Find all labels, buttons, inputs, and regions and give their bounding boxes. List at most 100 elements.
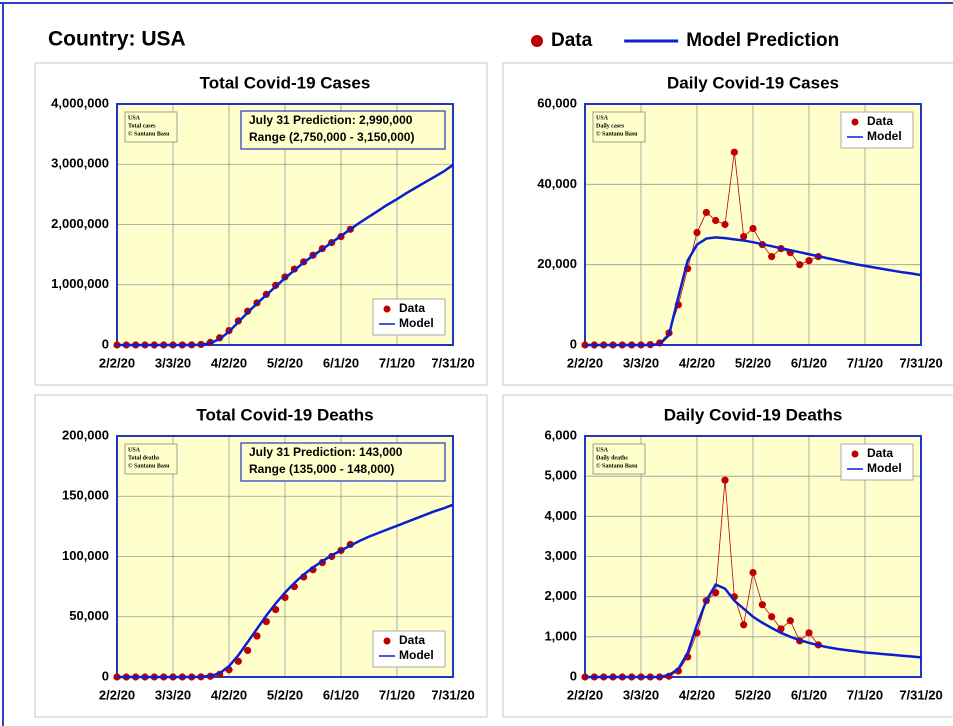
x-tick-label: 3/3/20 bbox=[623, 687, 659, 702]
x-tick-label: 7/31/20 bbox=[899, 355, 942, 370]
chart-title: Daily Covid-19 Deaths bbox=[664, 405, 843, 424]
model-line bbox=[585, 583, 922, 679]
y-tick-label: 100,000 bbox=[62, 548, 109, 563]
x-tick-label: 5/2/20 bbox=[735, 687, 771, 702]
y-tick-label: 200,000 bbox=[62, 427, 109, 442]
x-tick-label: 3/3/20 bbox=[155, 355, 191, 370]
data-point bbox=[805, 629, 813, 637]
y-tick-label: 0 bbox=[570, 336, 577, 351]
model-line bbox=[117, 503, 454, 679]
y-tick-label: 1,000 bbox=[544, 628, 577, 643]
data-point bbox=[244, 646, 252, 655]
note-text: © Santanu Basu bbox=[128, 130, 170, 137]
legend-box bbox=[372, 298, 446, 336]
data-point bbox=[740, 621, 748, 629]
legend-box bbox=[840, 443, 914, 481]
x-tick-label: 2/2/20 bbox=[99, 355, 135, 370]
x-tick-label: 7/31/20 bbox=[431, 687, 474, 702]
data-point bbox=[693, 228, 701, 237]
legend-box bbox=[372, 630, 446, 668]
note-text: USA bbox=[596, 115, 609, 121]
page-title: Country: USA bbox=[48, 28, 186, 51]
plot-border bbox=[584, 103, 922, 346]
note-text: Total cases bbox=[128, 123, 156, 129]
x-tick-label: 6/1/20 bbox=[323, 355, 359, 370]
data-point bbox=[712, 216, 720, 225]
prediction-text: July 31 Prediction: 143,000 bbox=[249, 445, 403, 459]
legend-box bbox=[840, 111, 914, 149]
prediction-text: Range (2,750,000 - 3,150,000) bbox=[249, 130, 414, 144]
note-text: USA bbox=[596, 447, 609, 453]
y-tick-label: 4,000 bbox=[544, 508, 577, 523]
data-point bbox=[730, 148, 738, 156]
note-box bbox=[592, 111, 646, 143]
y-tick-label: 0 bbox=[102, 336, 109, 351]
y-tick-label: 3,000 bbox=[544, 548, 577, 563]
data-point bbox=[749, 224, 757, 233]
prediction-box bbox=[240, 442, 446, 482]
data-point bbox=[796, 261, 804, 269]
chart-title: Daily Covid-19 Cases bbox=[667, 73, 839, 92]
data-point bbox=[712, 589, 720, 597]
data-point bbox=[721, 476, 729, 484]
x-tick-label: 2/2/20 bbox=[567, 355, 603, 370]
legend-label: Data bbox=[867, 114, 893, 128]
legend-label: Model Prediction bbox=[686, 30, 839, 51]
legend-label: Model bbox=[867, 129, 902, 143]
prediction-box bbox=[240, 110, 446, 150]
note-text: Daily deaths bbox=[596, 455, 629, 461]
y-tick-label: 4,000,000 bbox=[51, 95, 109, 110]
note-text: © Santanu Basu bbox=[596, 130, 638, 137]
x-tick-label: 7/1/20 bbox=[847, 687, 883, 702]
x-tick-label: 6/1/20 bbox=[323, 687, 359, 702]
x-tick-label: 4/2/20 bbox=[211, 355, 247, 370]
note-box bbox=[592, 443, 646, 475]
x-tick-label: 2/2/20 bbox=[567, 687, 603, 702]
chart-title: Total Covid-19 Deaths bbox=[196, 405, 373, 424]
legend-dot bbox=[851, 118, 859, 126]
note-text: Total deaths bbox=[128, 455, 160, 461]
y-tick-label: 2,000 bbox=[544, 588, 577, 603]
y-tick-label: 20,000 bbox=[537, 256, 577, 271]
data-point bbox=[805, 257, 813, 265]
data-point bbox=[768, 253, 776, 261]
note-text: © Santanu Basu bbox=[128, 462, 170, 469]
x-tick-label: 3/3/20 bbox=[623, 355, 659, 370]
legend-label: Data bbox=[399, 633, 425, 647]
legend-label: Model bbox=[399, 648, 434, 662]
x-tick-label: 4/2/20 bbox=[679, 687, 715, 702]
data-point bbox=[740, 232, 748, 241]
note-text: © Santanu Basu bbox=[596, 462, 638, 469]
prediction-text: July 31 Prediction: 2,990,000 bbox=[249, 113, 413, 127]
legend-dot bbox=[383, 305, 391, 313]
x-tick-label: 6/1/20 bbox=[791, 355, 827, 370]
x-tick-label: 6/1/20 bbox=[791, 687, 827, 702]
data-point bbox=[702, 208, 710, 217]
chart-title: Total Covid-19 Cases bbox=[200, 73, 371, 92]
x-tick-label: 7/1/20 bbox=[379, 355, 415, 370]
x-tick-label: 3/3/20 bbox=[155, 687, 191, 702]
y-tick-label: 3,000,000 bbox=[51, 156, 109, 171]
legend-label: Data bbox=[399, 301, 425, 315]
x-tick-label: 5/2/20 bbox=[267, 687, 303, 702]
x-tick-label: 4/2/20 bbox=[211, 687, 247, 702]
legend-label: Data bbox=[551, 30, 593, 51]
x-tick-label: 5/2/20 bbox=[267, 355, 303, 370]
y-tick-label: 150,000 bbox=[62, 488, 109, 503]
legend-dot bbox=[383, 637, 391, 645]
legend-dot bbox=[851, 450, 859, 458]
data-point bbox=[749, 568, 757, 577]
data-point bbox=[768, 613, 776, 621]
x-tick-label: 5/2/20 bbox=[735, 355, 771, 370]
data-point bbox=[721, 220, 729, 229]
x-tick-label: 2/2/20 bbox=[99, 687, 135, 702]
legend-label: Model bbox=[867, 461, 902, 475]
y-tick-label: 1,000,000 bbox=[51, 276, 109, 291]
plot-border bbox=[116, 435, 454, 678]
note-text: USA bbox=[128, 115, 141, 121]
data-point bbox=[234, 657, 242, 665]
y-tick-label: 40,000 bbox=[537, 176, 577, 191]
y-tick-label: 2,000,000 bbox=[51, 216, 109, 231]
